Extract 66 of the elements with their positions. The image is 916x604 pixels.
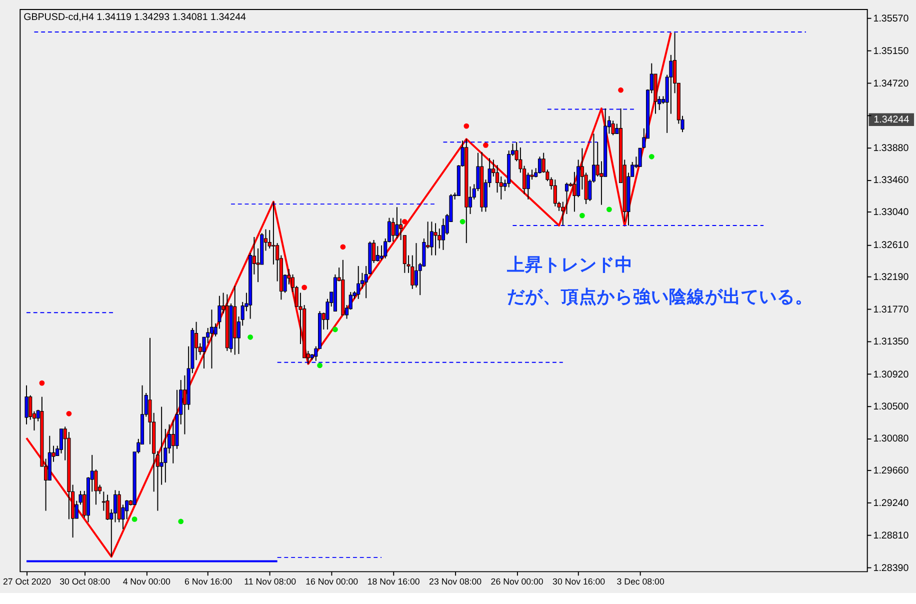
x-tick-label: 30 Oct 08:00 xyxy=(60,576,110,586)
point xyxy=(618,87,624,93)
x-tick-label: 26 Nov 00:00 xyxy=(490,576,544,586)
x-tick-label: 30 Nov 16:00 xyxy=(552,576,606,586)
y-tick-label: 1.35150 xyxy=(873,46,910,57)
point xyxy=(178,518,184,524)
y-tick-label: 1.30500 xyxy=(873,401,910,412)
y-tick-label: 1.33040 xyxy=(873,207,910,218)
candlestick xyxy=(210,309,214,370)
y-tick-label: 1.30920 xyxy=(873,369,910,380)
point xyxy=(39,380,45,386)
point xyxy=(579,212,585,218)
candlestick xyxy=(376,246,380,262)
point xyxy=(66,410,72,416)
point xyxy=(332,326,338,332)
point xyxy=(302,284,308,290)
x-tick-label: 11 Nov 08:00 xyxy=(244,576,296,586)
annotation: だが、頂点から強い陰線が出ている。 xyxy=(506,286,813,307)
candlestick xyxy=(434,222,438,256)
candlestick xyxy=(24,384,28,425)
y-tick-label: 1.29660 xyxy=(873,466,910,477)
x-tick-label: 18 Nov 16:00 xyxy=(367,576,420,586)
x-tick-label: 23 Nov 08:00 xyxy=(429,576,482,586)
candlestick xyxy=(430,221,434,256)
point xyxy=(340,244,346,250)
point xyxy=(132,516,138,522)
candlestick xyxy=(272,201,276,265)
candlestick xyxy=(564,182,569,214)
annotation: 上昇トレンド中 xyxy=(506,254,633,274)
candlestick xyxy=(441,218,446,250)
x-tick-label: 4 Nov 00:00 xyxy=(122,576,171,586)
y-tick-label: 1.33880 xyxy=(873,142,910,154)
candlestick xyxy=(553,179,557,207)
point xyxy=(648,154,654,160)
y-tick-label: 1.29240 xyxy=(873,498,910,509)
y-tick-label: 1.28390 xyxy=(873,562,910,574)
y-tick-label: 1.28810 xyxy=(873,530,910,542)
point xyxy=(248,334,254,340)
y-tick-label: 1.31350 xyxy=(873,336,910,348)
candlestick xyxy=(638,148,642,168)
candlestick xyxy=(526,172,530,200)
x-tick-label: 6 Nov 16:00 xyxy=(184,576,232,586)
point xyxy=(606,206,612,212)
chart-title: GBPUSD-cd,H4 1.34119 1.34293 1.34081 1.34244 xyxy=(24,12,247,23)
y-tick-label: 1.35570 xyxy=(873,14,910,25)
candlestick xyxy=(395,206,399,239)
y-tick-label: 1.32190 xyxy=(873,272,910,284)
point xyxy=(483,142,488,148)
point xyxy=(464,123,470,129)
text: 1.34244 xyxy=(874,114,910,126)
y-tick-label: 1.34720 xyxy=(873,78,910,90)
x-tick-label: 27 Oct 2020 xyxy=(2,576,52,586)
point xyxy=(402,218,408,224)
point xyxy=(317,362,322,368)
x-tick-label: 3 Dec 08:00 xyxy=(616,576,664,586)
candlestick xyxy=(160,406,164,486)
candlestick xyxy=(538,156,542,174)
y-tick-label: 1.32610 xyxy=(873,240,910,252)
y-tick-label: 1.33460 xyxy=(873,175,910,186)
y-tick-label: 1.30080 xyxy=(873,434,910,445)
point xyxy=(460,218,466,224)
x-tick-label: 16 Nov 00:00 xyxy=(306,576,358,586)
candlestick xyxy=(410,254,414,290)
candlestick xyxy=(356,266,360,300)
y-tick-label: 1.31770 xyxy=(873,304,910,316)
candlestick xyxy=(611,120,615,136)
